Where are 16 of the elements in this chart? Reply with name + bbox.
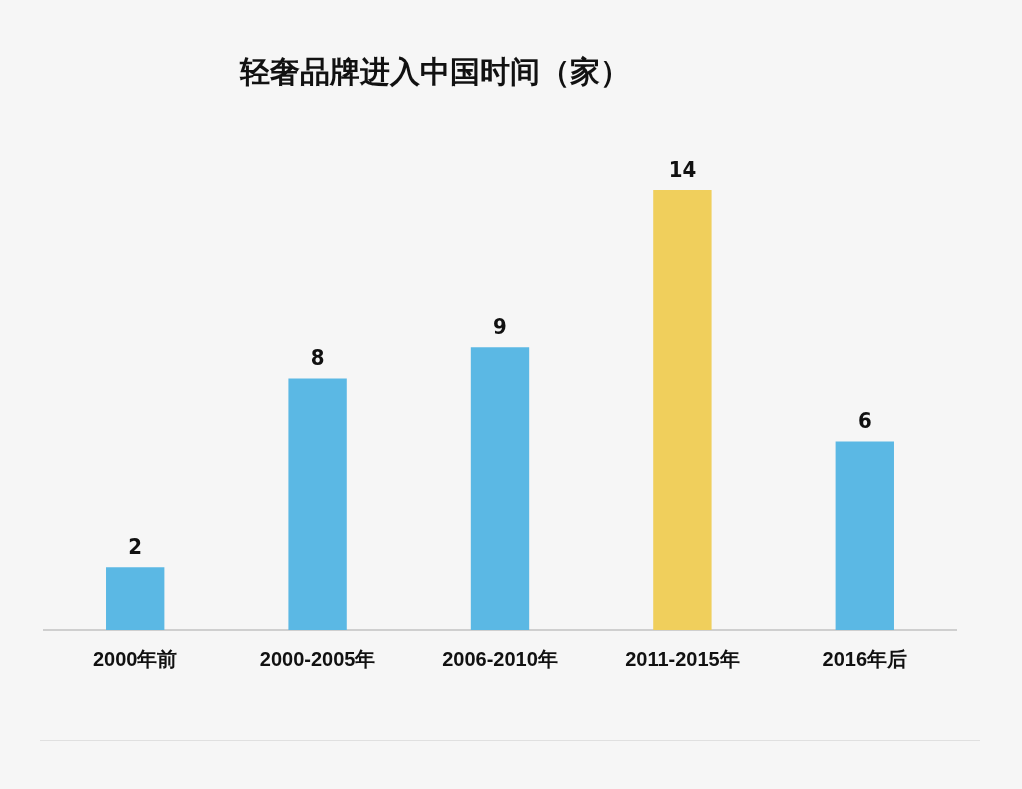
x-tick-label: 2000-2005年: [259, 647, 376, 670]
x-tick-label: 2016年后: [822, 647, 908, 670]
bar: [288, 378, 347, 630]
bar: [835, 441, 894, 630]
x-tick-label: 2006-2010年: [442, 647, 558, 670]
bar: [470, 347, 530, 630]
data-label: 14: [668, 156, 697, 182]
chart-title: 轻奢品牌进入中国时间（家）: [240, 53, 630, 91]
data-label: 2: [128, 533, 143, 559]
data-label: 9: [493, 313, 507, 339]
bar: [653, 190, 712, 630]
data-label: 6: [857, 408, 872, 434]
bar: [106, 567, 165, 630]
data-label: 8: [310, 345, 325, 371]
x-tick-label: 2000年前: [92, 647, 178, 670]
x-tick-label: 2011-2015年: [625, 647, 740, 670]
